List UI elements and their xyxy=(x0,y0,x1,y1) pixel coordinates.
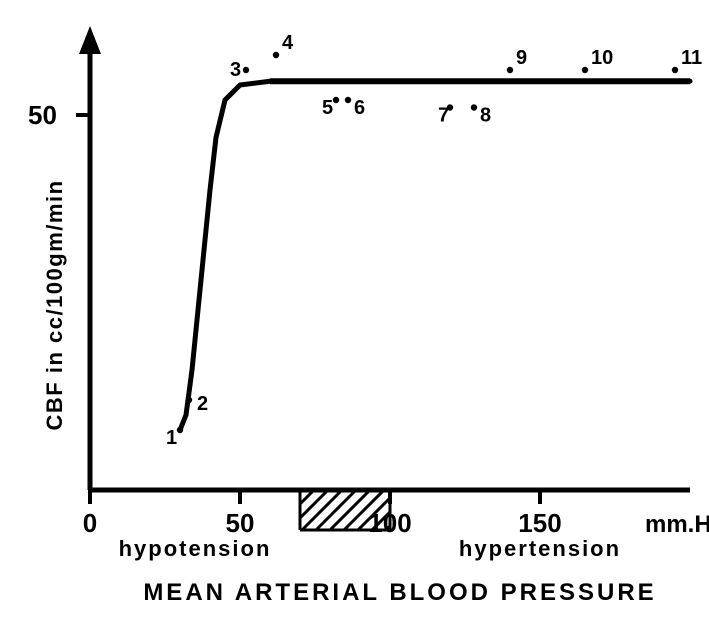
data-point xyxy=(471,104,477,110)
x-tick-label: 50 xyxy=(226,508,255,538)
region-hypotension: hypotension xyxy=(119,536,272,561)
data-point xyxy=(273,52,279,58)
data-point-label: 2 xyxy=(197,393,208,415)
data-point-label: 7 xyxy=(438,105,449,127)
chart-svg: 05010015050mm.HgMEAN ARTERIAL BLOOD PRES… xyxy=(0,0,709,619)
data-point xyxy=(582,67,588,73)
data-point xyxy=(333,97,339,103)
data-point-label: 10 xyxy=(591,47,613,69)
data-point-label: 6 xyxy=(354,97,365,119)
data-point-label: 1 xyxy=(166,427,177,449)
data-point xyxy=(345,97,351,103)
y-axis-arrow xyxy=(79,26,101,54)
autoregulation-chart: 05010015050mm.HgMEAN ARTERIAL BLOOD PRES… xyxy=(0,0,709,619)
data-point-label: 9 xyxy=(516,47,527,69)
hatch-line xyxy=(300,490,328,518)
data-point-label: 4 xyxy=(282,32,294,54)
data-point-label: 3 xyxy=(230,59,241,81)
autoregulation-curve xyxy=(180,81,690,430)
x-axis-label: MEAN ARTERIAL BLOOD PRESSURE xyxy=(143,579,656,606)
data-point xyxy=(672,67,678,73)
y-axis-label: CBF in cc/100gm/min xyxy=(42,179,67,430)
x-tick-label: 0 xyxy=(83,508,97,538)
data-point-label: 8 xyxy=(480,105,491,127)
data-point xyxy=(243,67,249,73)
x-tick-label: 150 xyxy=(518,508,561,538)
data-point xyxy=(507,67,513,73)
y-tick-label: 50 xyxy=(28,100,57,130)
data-point-label: 11 xyxy=(681,47,702,69)
x-unit-label: mm.Hg xyxy=(645,511,709,538)
data-point-label: 5 xyxy=(322,97,333,119)
region-hypertension: hypertension xyxy=(459,536,621,561)
data-point xyxy=(177,427,183,433)
data-point xyxy=(186,397,192,403)
